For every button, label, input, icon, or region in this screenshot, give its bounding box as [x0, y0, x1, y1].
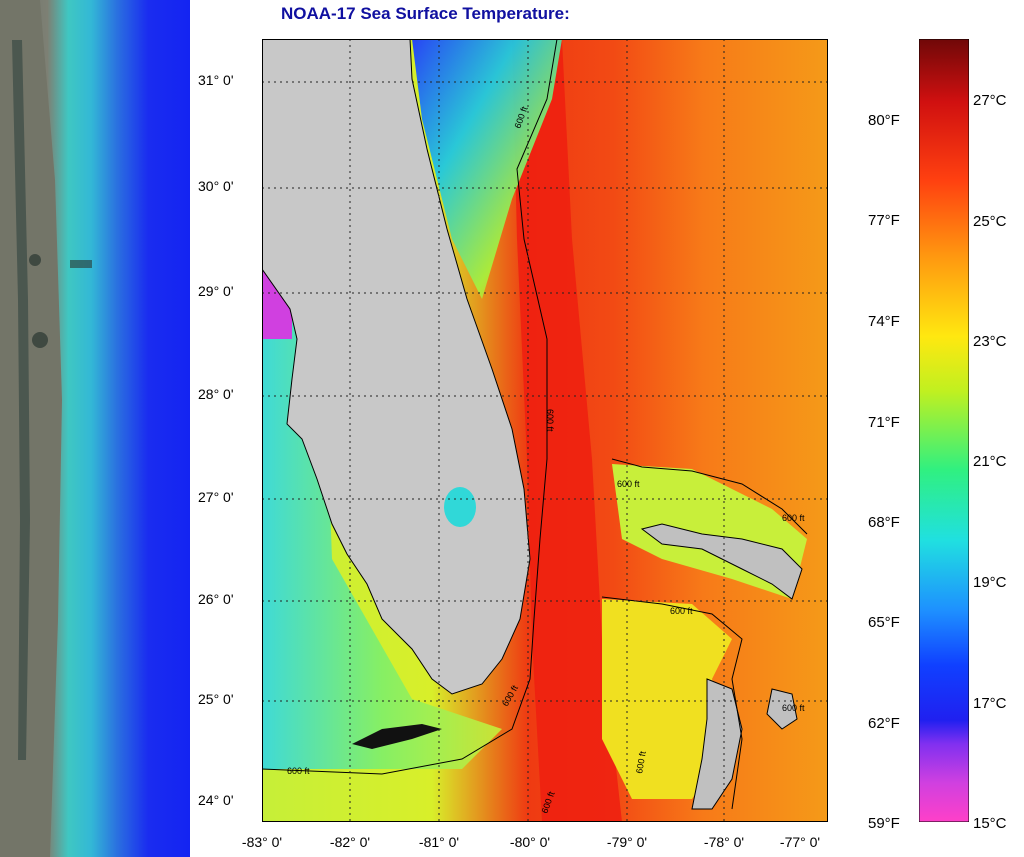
fahrenheit-label: 68°F — [868, 514, 900, 531]
graticule — [262, 39, 828, 822]
florida-landmass — [262, 39, 531, 695]
contour-label: 600 ft — [634, 750, 648, 774]
celsius-label: 23°C — [973, 333, 1007, 350]
celsius-label: 19°C — [973, 574, 1007, 591]
contour-label: 600 ft — [782, 703, 805, 713]
gulf-stream — [512, 39, 622, 822]
latitude-label: 28° 0' — [198, 386, 234, 402]
longitude-label: -77° 0' — [779, 834, 821, 850]
celsius-label: 25°C — [973, 213, 1007, 230]
map-title: NOAA-17 Sea Surface Temperature: — [281, 4, 570, 23]
longitude-label: -81° 0' — [418, 834, 460, 850]
depth-contour-600ft — [262, 39, 808, 810]
fahrenheit-label: 74°F — [868, 313, 900, 330]
contour-label: 600 ft — [782, 513, 805, 523]
florida-keys — [352, 724, 442, 749]
bahama-bank-south — [602, 599, 732, 799]
contour-label: 600 ft — [287, 766, 310, 776]
fahrenheit-label: 65°F — [868, 614, 900, 631]
satellite-coastline-image — [0, 0, 190, 857]
contour-label: 600 ft — [545, 409, 555, 432]
latitude-label: 30° 0' — [198, 178, 234, 194]
fahrenheit-label: 71°F — [868, 414, 900, 431]
contour-label: 600 ft — [617, 479, 640, 489]
latitude-label: 29° 0' — [198, 283, 234, 299]
lake-okeechobee — [444, 487, 476, 527]
fahrenheit-label: 80°F — [868, 112, 900, 129]
andros-island — [691, 678, 743, 810]
temperature-colorbar — [919, 39, 969, 822]
contour-label: 600 ft — [670, 606, 693, 616]
latitude-label: 25° 0' — [198, 691, 234, 707]
celsius-label: 17°C — [973, 695, 1007, 712]
fahrenheit-label: 62°F — [868, 715, 900, 732]
longitude-label: -82° 0' — [329, 834, 371, 850]
fahrenheit-label: 77°F — [868, 212, 900, 229]
latitude-label: 26° 0' — [198, 591, 234, 607]
colorbar-gradient — [919, 39, 969, 822]
sst-map: 600 ft 600 ft 600 ft 600 ft 600 ft 600 f… — [262, 39, 828, 822]
celsius-label: 21°C — [973, 453, 1007, 470]
cool-coastal-water — [412, 39, 562, 299]
longitude-label: -78° 0' — [703, 834, 745, 850]
grand-bahama-island — [640, 523, 803, 600]
map-border — [262, 39, 828, 822]
celsius-label: 15°C — [973, 815, 1007, 832]
longitude-label: -83° 0' — [241, 834, 283, 850]
bahama-islet — [766, 688, 798, 730]
latitude-label: 27° 0' — [198, 489, 234, 505]
longitude-label: -80° 0' — [509, 834, 551, 850]
fahrenheit-label: 59°F — [868, 815, 900, 832]
celsius-label: 27°C — [973, 92, 1007, 109]
longitude-label: -79° 0' — [606, 834, 648, 850]
latitude-label: 24° 0' — [198, 792, 234, 808]
latitude-label: 31° 0' — [198, 72, 234, 88]
